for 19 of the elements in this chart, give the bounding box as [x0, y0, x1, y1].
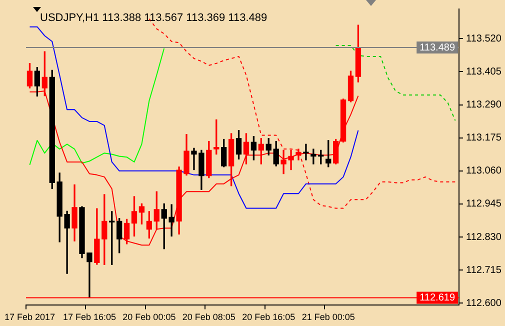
y-tick-label: 112.945 [466, 198, 502, 210]
x-tick-label: 20 Feb 00:05 [122, 312, 176, 322]
y-tick-label: 112.715 [466, 264, 502, 276]
ref-line-label: 113.489 [420, 42, 456, 54]
y-tick-label: 112.600 [466, 298, 502, 309]
y-tick-label: 113.520 [466, 33, 502, 44]
y-tick-label: 113.290 [466, 100, 502, 111]
ref-line-label: 112.619 [420, 292, 456, 304]
x-tick-label: 20 Feb 16:05 [242, 312, 296, 322]
line-series [335, 45, 456, 122]
x-tick-label: 21 Feb 00:05 [302, 312, 355, 322]
x-tick-label: 17 Feb 16:05 [62, 312, 116, 322]
y-tick-label: 113.175 [466, 132, 502, 144]
chart-title: USDJPY,H1 113.388 113.567 113.369 113.489 [40, 12, 268, 24]
x-tick-label: 20 Feb 08:05 [182, 312, 236, 322]
y-tick-label: 112.830 [466, 232, 502, 243]
y-tick-label: 113.060 [466, 166, 502, 177]
y-tick-label: 113.405 [466, 66, 502, 78]
x-tick-label: 17 Feb 2017 [4, 312, 56, 322]
